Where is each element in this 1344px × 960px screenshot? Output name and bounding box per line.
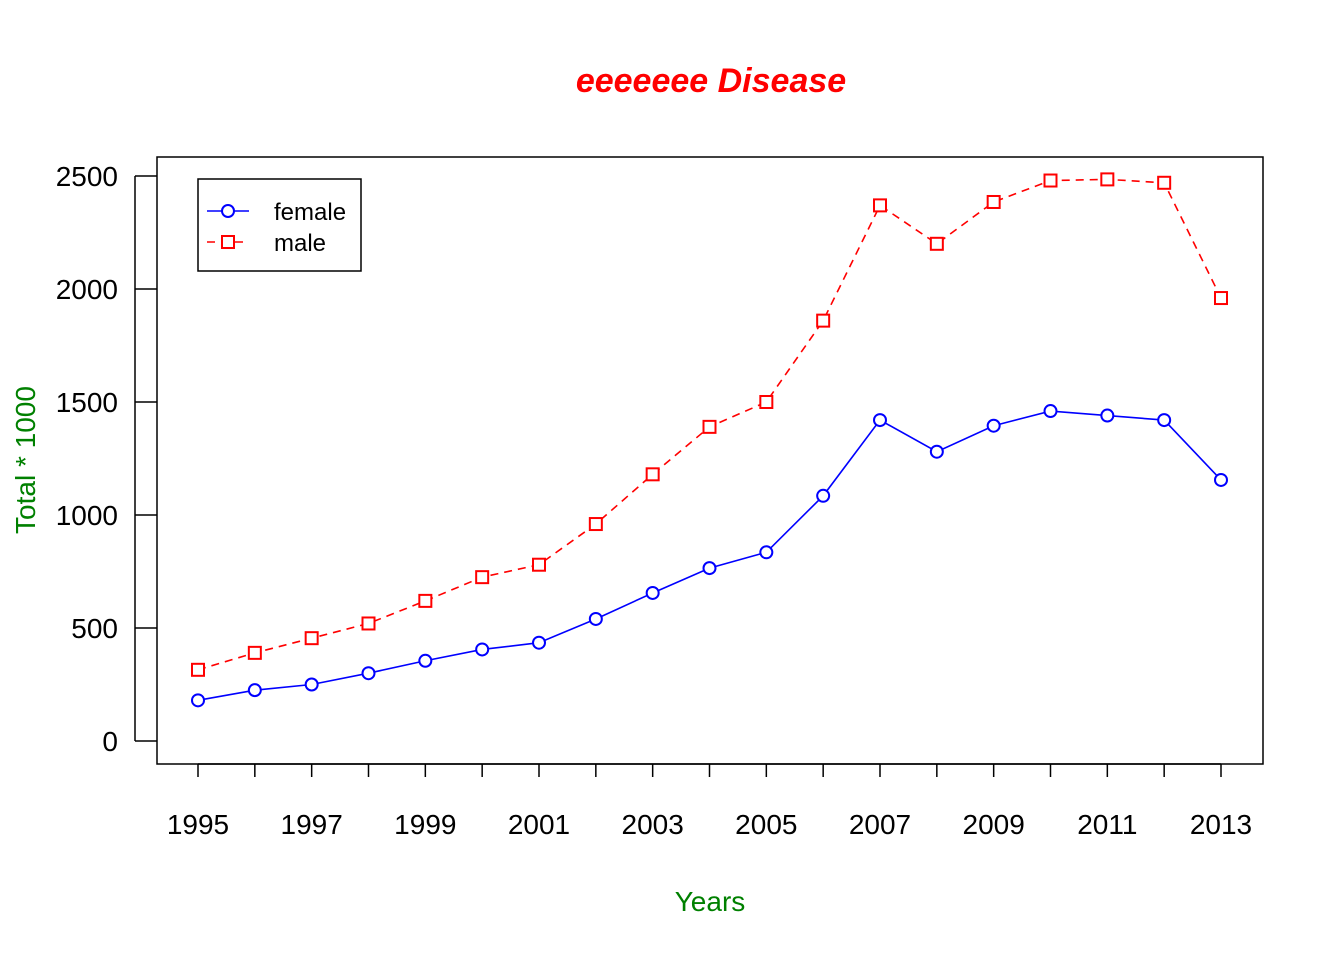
data-point-male — [1043, 173, 1058, 188]
data-point-female — [759, 545, 774, 560]
data-point-female — [191, 693, 205, 708]
data-point-female — [986, 418, 1001, 433]
data-point-female — [702, 561, 717, 576]
x-axis: 1995 1997 1999 2001 2003 2005 2007 2009 2011 2013 — [167, 763, 1252, 840]
x-tick-label: 2013 — [1190, 809, 1252, 840]
y-tick-label: 2500 — [56, 161, 118, 192]
x-tick-label: 2007 — [849, 809, 911, 840]
x-tick-label: 2003 — [622, 809, 684, 840]
data-point-male — [418, 593, 433, 608]
data-point-female — [1214, 472, 1228, 487]
series-male — [191, 172, 1228, 677]
x-tick-label: 2011 — [1077, 809, 1137, 840]
data-point-female — [816, 488, 831, 503]
data-point-female — [1100, 408, 1115, 423]
data-point-male — [702, 419, 717, 434]
data-point-female — [588, 611, 603, 626]
legend-box — [197, 178, 362, 272]
x-tick-label: 1999 — [394, 809, 456, 840]
data-point-female — [873, 413, 887, 428]
series-female — [191, 404, 1228, 708]
legend: female male — [197, 178, 362, 272]
data-point-female — [1043, 404, 1058, 419]
data-point-female — [1157, 413, 1172, 428]
data-point-female — [532, 635, 546, 650]
series-layer — [191, 172, 1228, 708]
data-point-female — [418, 653, 433, 668]
data-point-male — [1100, 172, 1115, 187]
data-point-female — [645, 585, 660, 600]
data-point-male — [304, 631, 319, 646]
y-tick-label: 500 — [71, 613, 118, 644]
data-point-male — [475, 570, 490, 585]
data-point-male — [191, 662, 205, 677]
y-axis-label: Total * 1000 — [10, 386, 41, 534]
data-point-male — [532, 557, 546, 572]
data-point-female — [929, 444, 944, 459]
data-point-male — [873, 198, 887, 213]
data-point-female — [361, 666, 376, 681]
data-point-male — [645, 467, 660, 482]
y-tick-label: 0 — [102, 726, 118, 757]
data-point-female — [475, 642, 490, 657]
y-tick-label: 2000 — [56, 274, 118, 305]
data-point-female — [247, 683, 262, 698]
data-point-male — [1214, 291, 1228, 306]
data-point-male — [986, 194, 1001, 209]
x-tick-label: 2009 — [963, 809, 1025, 840]
data-point-male — [1157, 175, 1172, 190]
legend-label-female: female — [274, 199, 346, 226]
legend-marker-male — [221, 235, 235, 249]
data-point-male — [588, 517, 603, 532]
chart-title: eeeeeee Disease — [576, 62, 846, 100]
series-line-female — [197, 410, 1222, 702]
y-tick-label: 1500 — [56, 387, 118, 418]
data-point-male — [929, 236, 944, 251]
x-tick-label: 1995 — [167, 809, 229, 840]
y-axis: 0 500 1000 1500 2000 2500 — [56, 161, 157, 757]
x-tick-label: 2005 — [735, 809, 797, 840]
x-tick-label: 2001 — [508, 809, 570, 840]
y-tick-label: 1000 — [56, 500, 118, 531]
x-axis-label: Years — [675, 886, 746, 917]
data-point-male — [816, 313, 831, 328]
legend-label-male: male — [274, 230, 326, 257]
data-point-female — [304, 677, 319, 692]
data-point-male — [247, 645, 262, 660]
legend-marker-female — [221, 204, 235, 218]
data-point-male — [361, 616, 376, 631]
data-point-male — [759, 395, 774, 409]
x-tick-label: 1997 — [281, 809, 343, 840]
